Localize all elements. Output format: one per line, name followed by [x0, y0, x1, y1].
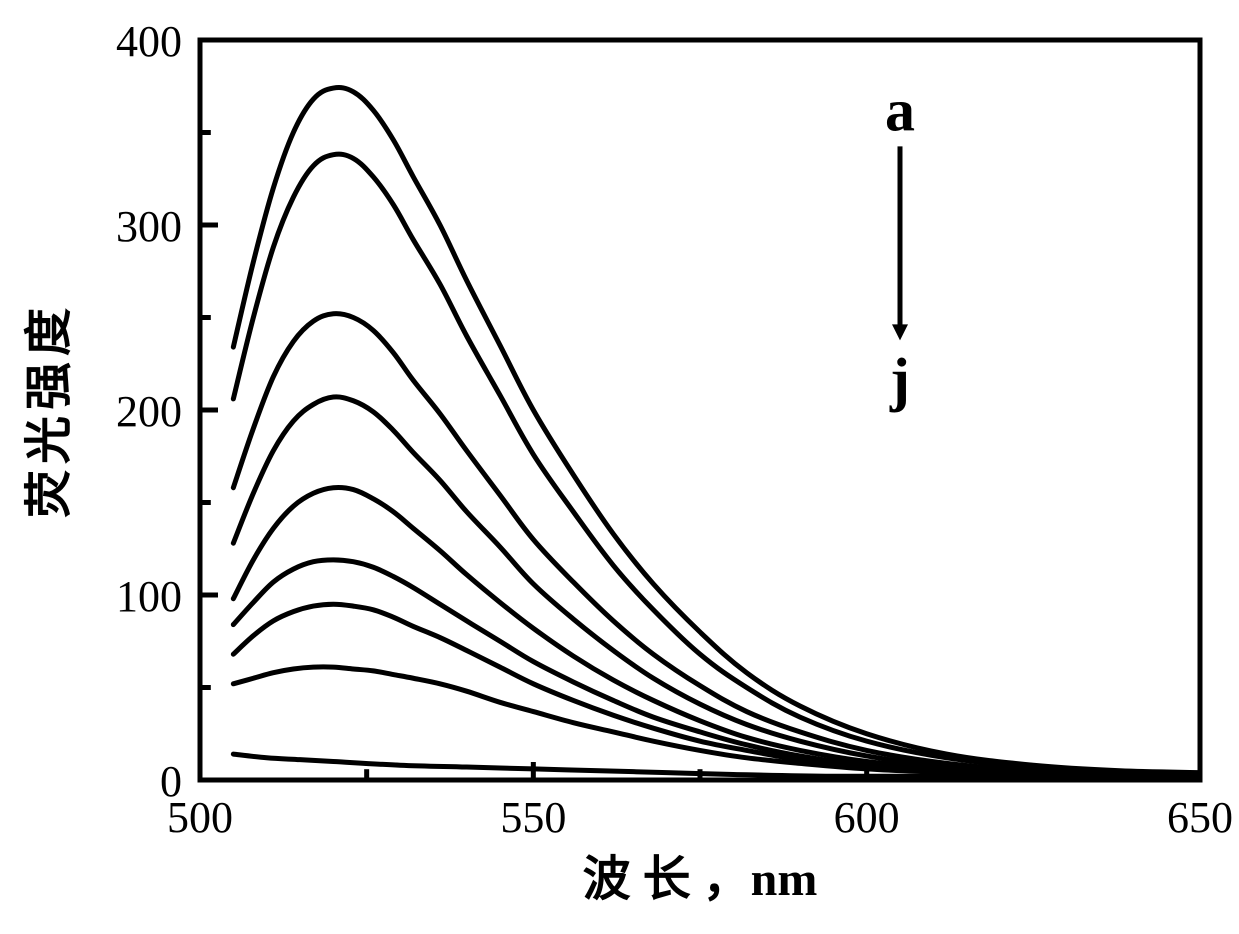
x-tick-label: 550 [500, 793, 566, 842]
x-tick-label: 650 [1167, 793, 1233, 842]
x-axis-label: 波 长 ，nm [583, 853, 818, 906]
y-tick-label: 300 [116, 202, 182, 251]
y-tick-label: 400 [116, 17, 182, 66]
chart-svg: 5005506006500100200300400波 长 ，nm荧光强度aj [0, 0, 1239, 934]
arrow-bottom-label: j [889, 347, 910, 413]
y-tick-label: 0 [160, 757, 182, 806]
arrow-top-label: a [885, 77, 915, 143]
x-tick-label: 600 [834, 793, 900, 842]
fluorescence-spectra-chart: 5005506006500100200300400波 长 ，nm荧光强度aj [0, 0, 1239, 934]
y-tick-label: 100 [116, 572, 182, 621]
y-tick-label: 200 [116, 387, 182, 436]
y-axis-label: 荧光强度 [23, 302, 76, 518]
